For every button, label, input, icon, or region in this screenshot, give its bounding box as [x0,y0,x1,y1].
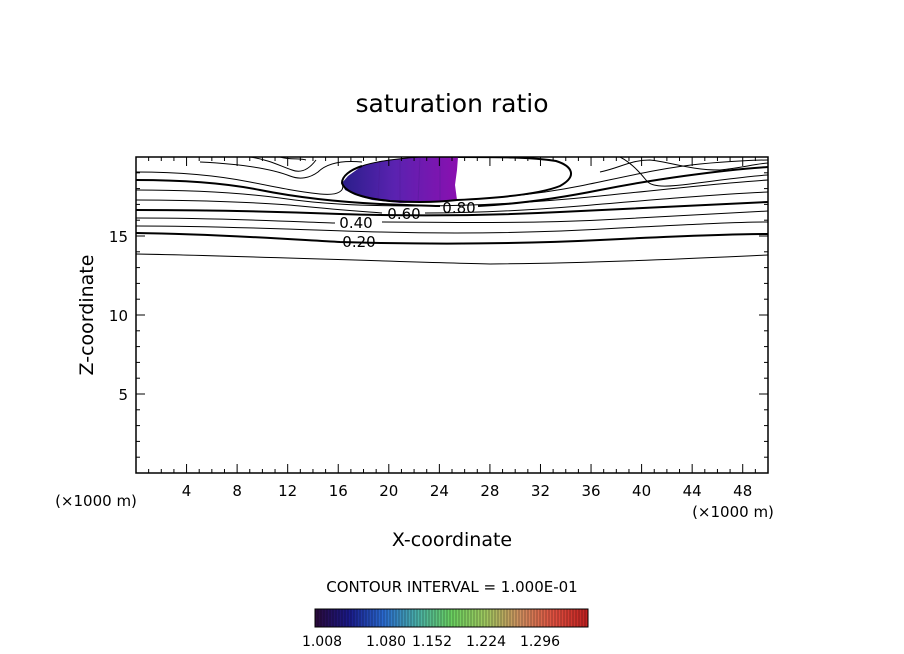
x-tick-label: 40 [632,482,651,500]
colorbar-tick-label: 1.008 [302,634,342,650]
colorbar-tick-label: 1.296 [520,634,560,650]
shade-edge-line [377,157,441,204]
x-tick-label: 32 [531,482,550,500]
colorbar-stripes [317,609,586,627]
x-unit-left: (×1000 m) [55,492,137,510]
contour-line-0.50 [136,201,768,217]
contour-line-0.10 [136,253,768,265]
shaded-region [342,157,458,203]
contour-line-0.20 [136,232,768,245]
x-unit-right: (×1000 m) [692,503,774,521]
contour-line-inner-right [599,159,768,173]
contour-line-0.40 [136,210,768,224]
contour-line-0.30 [136,221,768,234]
x-tick-label: 36 [581,482,600,500]
x-tick-label: 28 [480,482,499,500]
contour-line-0.80 [136,166,768,207]
x-tick-label: 44 [683,482,702,500]
y-tick-label: 15 [109,228,128,246]
contour-line-inner-left-2 [249,157,317,172]
contour-line-inner-right-2 [619,157,768,187]
x-tick-label: 16 [329,482,348,500]
x-tick-label: 24 [430,482,449,500]
plot-area [136,157,768,265]
contour-label: 0.80 [442,199,475,217]
x-tick-label: 12 [278,482,297,500]
y-tick-label: 5 [118,386,128,404]
x-tick-label: 8 [232,482,242,500]
contour-line-1.00 [340,157,572,204]
y-tick-label: 10 [109,307,128,325]
chart-title: saturation ratio [355,89,548,118]
x-tick-label: 4 [182,482,192,500]
contour-interval-note: CONTOUR INTERVAL = 1.000E-01 [326,578,577,596]
x-tick-label: 20 [379,482,398,500]
contour-line-inner-left [199,161,363,179]
colorbar [314,608,589,628]
colorbar-tick-label: 1.152 [412,634,452,650]
colorbar-tick-label: 1.224 [466,634,506,650]
colorbar-ticks: 1.008 1.080 1.152 1.224 1.296 [302,634,560,650]
contour-label: 0.40 [339,214,372,232]
x-axis-label: X-coordinate [392,529,512,551]
x-tick-label: 48 [733,482,752,500]
y-axis-label: Z-coordinate [76,255,98,376]
colorbar-tick-label: 1.080 [366,634,406,650]
contour-line-0.60 [136,191,768,214]
contour-label: 0.20 [342,233,375,251]
contour-label: 0.60 [387,205,420,223]
